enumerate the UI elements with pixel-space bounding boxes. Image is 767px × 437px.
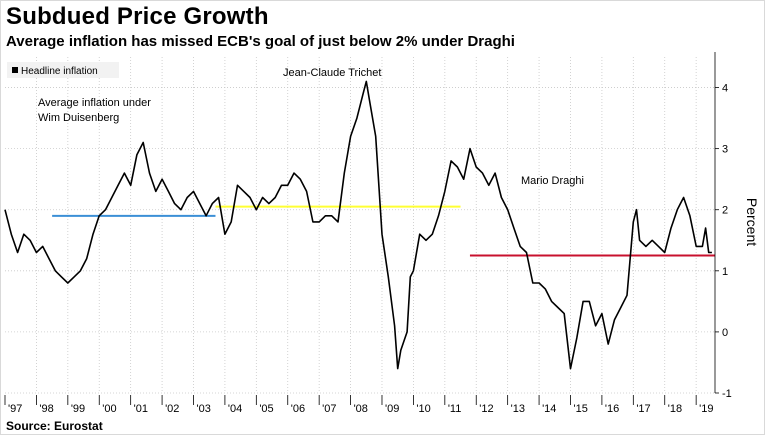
x-tick-label: '14 [542,403,556,415]
x-tick-label: '08 [354,403,368,415]
x-tick-label: '99 [71,403,85,415]
axes: -1 0 1 2 3 4 '97 '98 '99 '00 '01 '02 '03 '04 '05 '06 '07… [4,52,760,415]
reference-lines [52,205,715,257]
x-tick-label: '13 [511,403,525,415]
x-tick-label: '01 [134,403,148,415]
x-tick-label: '07 [322,403,336,415]
legend: Headline inflation [7,62,119,78]
annotation-duisenberg-line-1: Average inflation under [38,97,151,109]
x-tick-label: '05 [259,403,273,415]
annotation-trichet-line-1: Jean-Claude Trichet [283,67,381,79]
x-tick-label: '17 [636,403,650,415]
x-tick-label: '16 [605,403,619,415]
x-tick-label: '00 [102,403,116,415]
legend-swatch [12,67,18,73]
x-tick-label: '98 [39,403,53,415]
legend-label: Headline inflation [21,66,98,77]
y-tick-label: -1 [722,388,732,400]
x-tick-label: '12 [479,403,493,415]
x-tick-label: '04 [228,403,242,415]
x-tick-label: '10 [416,403,430,415]
chart-subtitle: Average inflation has missed ECB's goal … [6,33,515,50]
x-tick-label: '19 [699,403,713,415]
series [4,80,712,370]
x-tick-label: '18 [668,403,682,415]
y-tick-label: 2 [722,205,728,217]
x-tick-label: '15 [573,403,587,415]
x-tick-label: '02 [165,403,179,415]
x-tick-label: '06 [291,403,305,415]
chart-title: Subdued Price Growth [6,3,269,30]
x-tick-label: '03 [196,403,210,415]
y-tick-label: 3 [722,144,728,156]
x-tick-label: '09 [385,403,399,415]
y-tick-label: 0 [722,327,728,339]
x-tick-label: '97 [8,403,22,415]
annotation-duisenberg-line-2: Wim Duisenberg [38,112,119,124]
annotations: Average inflation under Wim Duisenberg Jea… [38,67,584,187]
series-line-headline-inflation [4,80,712,370]
source-note: Source: Eurostat [6,419,103,433]
y-axis-title: Percent [744,198,760,246]
grid [5,57,715,394]
x-tick-label: '11 [448,403,462,415]
y-tick-label: 4 [722,83,728,95]
annotation-draghi-line-1: Mario Draghi [521,175,584,187]
y-tick-label: 1 [722,266,728,278]
legend-box [7,62,119,78]
